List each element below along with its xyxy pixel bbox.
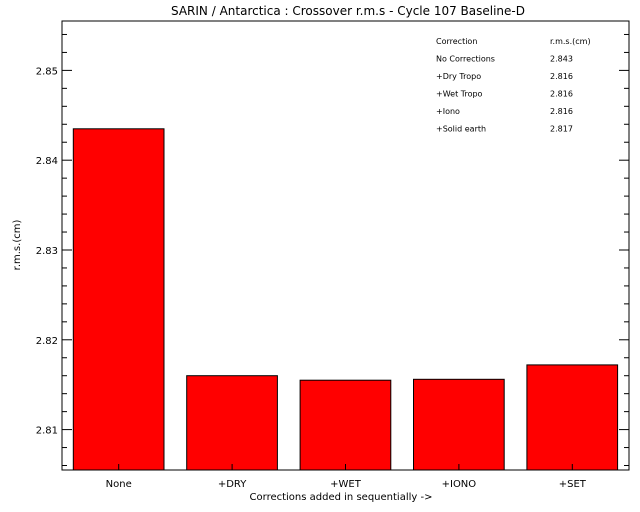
bar [186, 375, 278, 471]
legend-row-rms: 2.816 [550, 90, 573, 99]
chart-title: SARIN / Antarctica : Crossover r.m.s - C… [171, 4, 525, 18]
axes: None +DRY +WET +IONO +SET 2.81 2.82 2.83 2.84 2.8… [36, 33, 629, 490]
y-tick-label: 2.83 [36, 246, 58, 257]
x-tick-label: +DRY [218, 479, 247, 490]
legend-row-correction: No Corrections [436, 55, 495, 64]
bar [413, 378, 505, 471]
legend-row-rms: 2.817 [550, 125, 573, 134]
legend-row-rms: 2.816 [550, 72, 573, 81]
bar [299, 379, 392, 471]
x-tick-label: None [106, 479, 132, 490]
legend-row-rms: 2.843 [550, 55, 573, 64]
x-tick-label: +IONO [442, 479, 477, 490]
legend-row-correction: +Solid earth [436, 125, 486, 134]
y-tick-label: 2.84 [36, 156, 58, 167]
y-tick-label: 2.81 [36, 426, 58, 437]
legend-row-correction: +Iono [436, 107, 460, 116]
legend-table: Correction r.m.s.(cm) No Corrections 2.843 +… [436, 37, 591, 134]
x-tick-label: +SET [559, 479, 587, 490]
legend-header-rms: r.m.s.(cm) [550, 37, 591, 46]
y-axis-label: r.m.s.(cm) [12, 220, 23, 271]
bar [72, 128, 165, 471]
legend-header-correction: Correction [436, 37, 477, 46]
bars [72, 128, 619, 471]
x-tick-label: +WET [330, 479, 362, 490]
legend-row-correction: +Dry Tropo [436, 72, 481, 81]
legend-row-correction: +Wet Tropo [436, 90, 483, 99]
y-tick-label: 2.85 [36, 66, 58, 77]
x-axis-label: Corrections added in sequentially -> [250, 492, 433, 503]
legend-row-rms: 2.816 [550, 107, 573, 116]
bar [526, 364, 619, 471]
y-tick-label: 2.82 [36, 336, 58, 347]
